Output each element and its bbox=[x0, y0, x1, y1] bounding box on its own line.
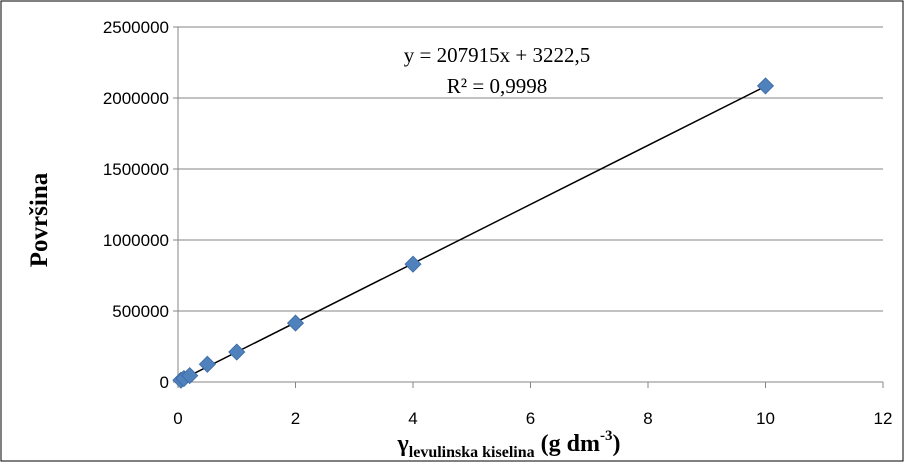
trendline bbox=[180, 85, 766, 381]
trendline-equation: y = 207915x + 3222,5 bbox=[404, 43, 590, 67]
y-tick-label: 500000 bbox=[112, 302, 169, 321]
y-tick-label: 2000000 bbox=[103, 89, 169, 108]
data-point bbox=[198, 355, 216, 373]
data-point bbox=[286, 314, 305, 332]
data-point bbox=[228, 343, 246, 361]
y-tick-label: 1500000 bbox=[103, 160, 169, 179]
y-tick-label: 2500000 bbox=[103, 18, 169, 37]
x-tick-label: 2 bbox=[291, 409, 300, 428]
x-axis-unit-close: ) bbox=[612, 431, 620, 457]
x-axis-unit: (g dm bbox=[535, 431, 600, 457]
data-point bbox=[756, 77, 775, 95]
y-tick-labels: 0 500000 1000000 1500000 2000000 2500000 bbox=[103, 18, 169, 392]
x-axis-subscript: levulinska kiselina bbox=[409, 444, 535, 461]
x-axis-unit-superscript: -3 bbox=[600, 428, 613, 444]
trendline-r2: R² = 0,9998 bbox=[447, 74, 547, 98]
x-axis-symbol: γ bbox=[397, 431, 409, 457]
x-tick-label: 0 bbox=[173, 409, 182, 428]
trendline-group bbox=[180, 85, 766, 381]
x-tick-label: 10 bbox=[756, 409, 775, 428]
data-points bbox=[172, 77, 775, 389]
x-axis-label: γlevulinska kiselina (g dm-3) bbox=[397, 428, 621, 461]
x-tick-label: 4 bbox=[408, 409, 417, 428]
data-point bbox=[181, 367, 199, 385]
gridlines bbox=[178, 26, 883, 312]
x-tick-labels: 0 2 4 6 8 10 12 bbox=[173, 409, 892, 428]
y-axis-label: Površina bbox=[26, 172, 53, 267]
x-tick-label: 12 bbox=[874, 409, 893, 428]
y-tick-label: 0 bbox=[160, 373, 169, 392]
x-tick-label: 8 bbox=[643, 409, 652, 428]
x-tick-label: 6 bbox=[526, 409, 535, 428]
y-tick-label: 1000000 bbox=[103, 231, 169, 250]
data-point bbox=[404, 255, 422, 273]
axes bbox=[173, 26, 884, 388]
